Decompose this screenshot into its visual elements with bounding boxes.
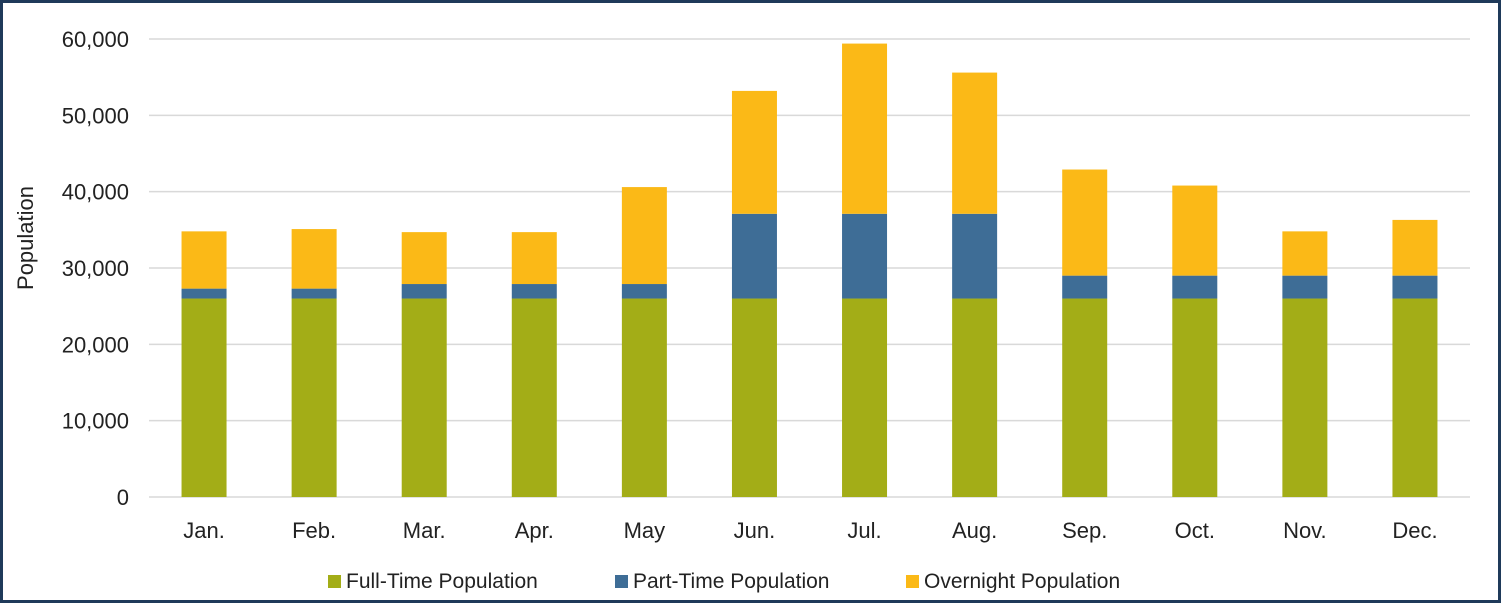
x-tick-label: Nov. bbox=[1283, 518, 1327, 543]
x-tick-label: Aug. bbox=[952, 518, 997, 543]
bar-segment-fulltime-sep bbox=[1062, 298, 1108, 497]
y-tick-label: 60,000 bbox=[62, 27, 129, 52]
bar-segment-fulltime-jun bbox=[731, 298, 777, 497]
bar-segment-overnight-jul bbox=[842, 43, 888, 214]
legend-label: Part-Time Population bbox=[633, 570, 829, 593]
bar-segment-fulltime-feb bbox=[291, 298, 337, 497]
bar-segment-overnight-dec bbox=[1392, 219, 1438, 276]
y-tick-label: 20,000 bbox=[62, 332, 129, 357]
bar-segment-overnight-sep bbox=[1062, 169, 1108, 276]
bar-segment-overnight-jan bbox=[181, 231, 227, 289]
bar-segment-parttime-aug bbox=[952, 213, 998, 299]
bar-segment-overnight-apr bbox=[511, 232, 557, 285]
x-tick-label: Feb. bbox=[292, 518, 336, 543]
x-tick-label: Apr. bbox=[515, 518, 554, 543]
bar-segment-parttime-jan bbox=[181, 288, 227, 299]
bar-segment-fulltime-jan bbox=[181, 298, 227, 497]
gridlines bbox=[149, 38, 1470, 498]
bar-segment-fulltime-oct bbox=[1172, 298, 1218, 497]
x-tick-label: Jul. bbox=[847, 518, 881, 543]
stacked-bar-chart: 0 10,000 20,000 30,000 40,000 50,000 60,000 Ja… bbox=[13, 27, 1470, 593]
y-tick-label: 10,000 bbox=[62, 409, 129, 434]
legend-item: Full-Time Population bbox=[328, 570, 538, 593]
bar-segment-fulltime-mar bbox=[401, 298, 447, 497]
legend-label: Overnight Population bbox=[924, 570, 1120, 593]
bar-segment-fulltime-dec bbox=[1392, 298, 1438, 497]
legend-swatch bbox=[906, 575, 919, 588]
bar-segment-fulltime-may bbox=[621, 298, 667, 497]
bars bbox=[181, 43, 1438, 497]
y-axis-ticks: 0 10,000 20,000 30,000 40,000 50,000 60,000 bbox=[62, 27, 129, 510]
bar-segment-parttime-mar bbox=[401, 284, 447, 299]
y-tick-label: 40,000 bbox=[62, 180, 129, 205]
bar-segment-fulltime-aug bbox=[952, 298, 998, 497]
y-axis-title: Population bbox=[13, 186, 38, 290]
x-tick-label: May bbox=[624, 518, 666, 543]
bar-segment-parttime-sep bbox=[1062, 275, 1108, 299]
bar-segment-parttime-apr bbox=[511, 284, 557, 299]
x-tick-label: Jan. bbox=[183, 518, 225, 543]
bar-segment-overnight-oct bbox=[1172, 185, 1218, 276]
x-tick-label: Oct. bbox=[1175, 518, 1215, 543]
bar-segment-fulltime-nov bbox=[1282, 298, 1328, 497]
legend-swatch bbox=[615, 575, 628, 588]
x-tick-label: Jun. bbox=[734, 518, 776, 543]
legend-item: Part-Time Population bbox=[615, 570, 829, 593]
bar-segment-parttime-may bbox=[621, 284, 667, 299]
bar-segment-overnight-feb bbox=[291, 229, 337, 289]
x-axis-ticks: Jan. Feb. Mar. Apr. May Jun. Jul. Aug. Sep. Oct. N… bbox=[183, 518, 1437, 543]
bar-segment-overnight-may bbox=[621, 187, 667, 285]
legend-label: Full-Time Population bbox=[346, 570, 538, 593]
bar-segment-parttime-nov bbox=[1282, 275, 1328, 299]
bar-segment-parttime-jul bbox=[842, 213, 888, 299]
legend-swatch bbox=[328, 575, 341, 588]
x-tick-label: Dec. bbox=[1392, 518, 1437, 543]
legend: Full-Time Population Part-Time Population… bbox=[328, 570, 1120, 593]
y-tick-label: 0 bbox=[117, 485, 129, 510]
bar-segment-fulltime-apr bbox=[511, 298, 557, 497]
bar-segment-overnight-nov bbox=[1282, 231, 1328, 276]
legend-item: Overnight Population bbox=[906, 570, 1120, 593]
y-tick-label: 50,000 bbox=[62, 103, 129, 128]
x-tick-label: Mar. bbox=[403, 518, 446, 543]
bar-segment-overnight-jun bbox=[731, 90, 777, 214]
y-tick-label: 30,000 bbox=[62, 256, 129, 281]
bar-segment-parttime-jun bbox=[731, 213, 777, 299]
bar-segment-fulltime-jul bbox=[842, 298, 888, 497]
bar-segment-parttime-oct bbox=[1172, 275, 1218, 299]
bar-segment-parttime-dec bbox=[1392, 275, 1438, 299]
bar-segment-parttime-feb bbox=[291, 288, 337, 299]
bar-segment-overnight-aug bbox=[952, 72, 998, 214]
x-tick-label: Sep. bbox=[1062, 518, 1107, 543]
bar-segment-overnight-mar bbox=[401, 232, 447, 285]
